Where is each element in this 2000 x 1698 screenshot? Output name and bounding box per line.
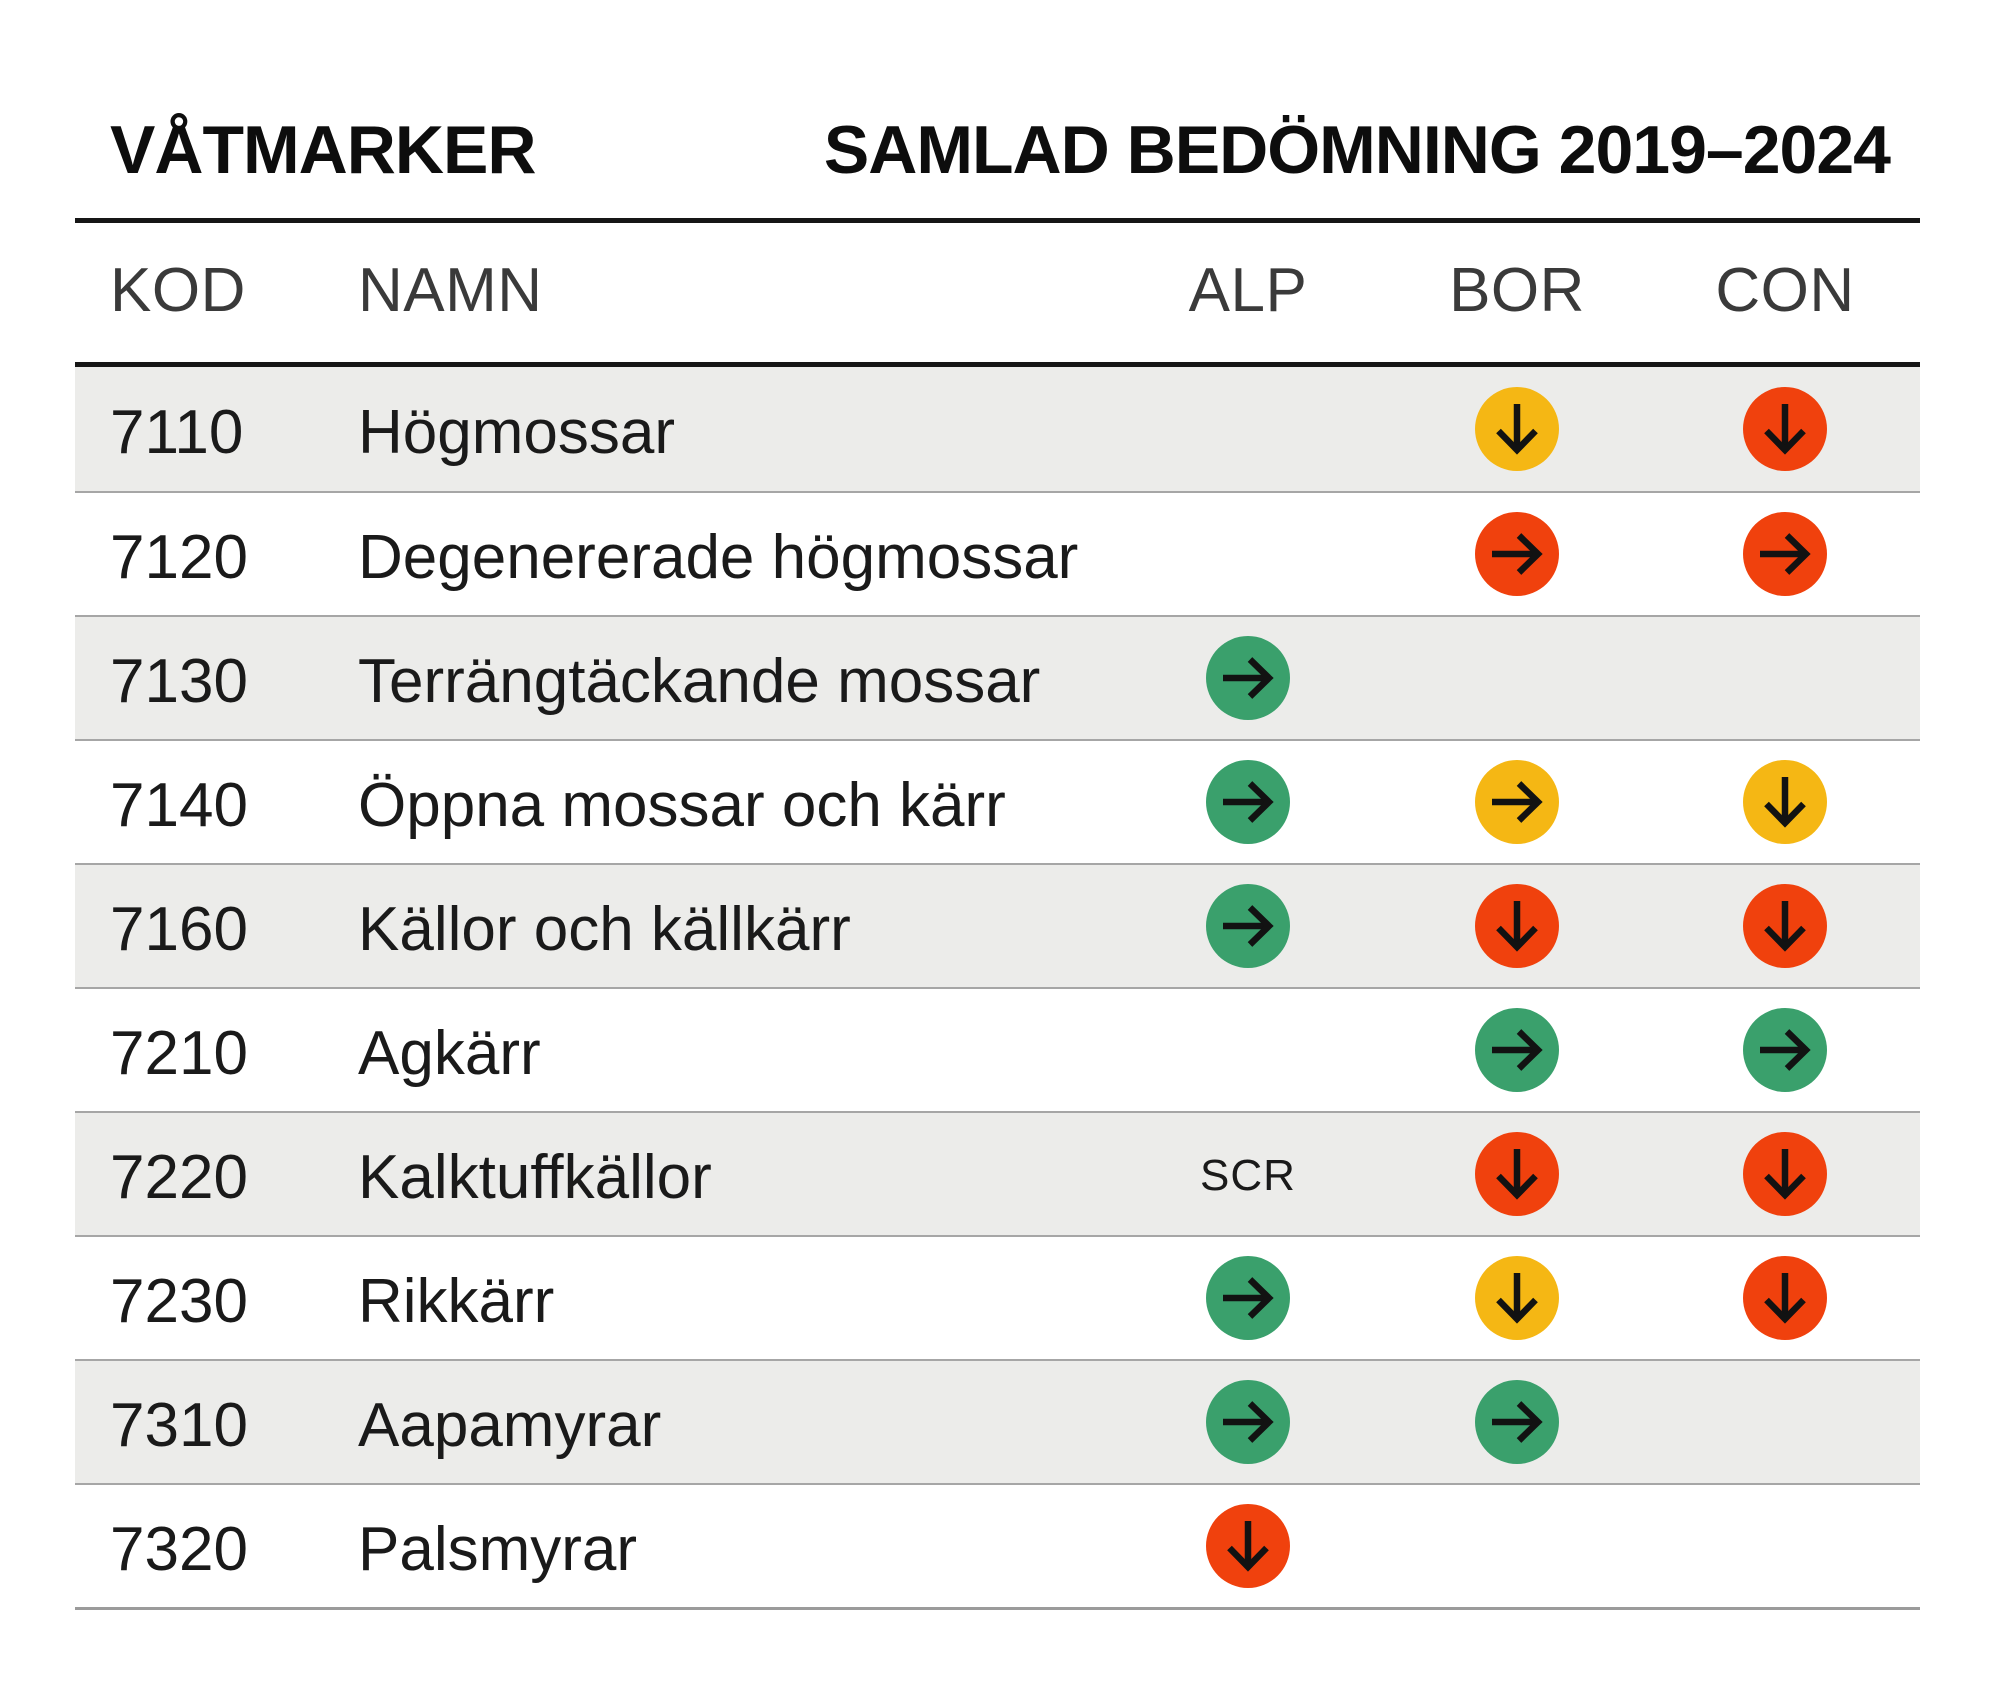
table-column-headers: KOD NAMN ALP BOR CON [75,260,1920,322]
status-cell-con [1650,1361,1920,1483]
trend-right-arrow-red-icon [1475,512,1559,596]
trend-right-arrow-red-icon [1743,512,1827,596]
trend-right-arrow-yellow-icon [1475,760,1559,844]
habitat-name: Palsmyrar [358,1514,638,1584]
status-cell-con [1650,865,1920,987]
table-row-7110: 7110 Högmossar [75,367,1920,491]
status-cell-con [1650,617,1920,739]
trend-down-arrow-red-icon [1743,1132,1827,1216]
top-rule-divider [75,218,1920,223]
status-cell-con [1650,1237,1920,1359]
column-header-namn: NAMN [358,256,543,325]
table-body: 7110 Högmossar 7120 Degenererade högmossar 7… [75,367,1920,1607]
status-cell-bor [1384,1361,1650,1483]
status-cell-bor [1384,367,1650,491]
habitat-code: 7130 [110,646,248,716]
habitat-name: Öppna mossar och kärr [358,770,1006,840]
status-cell-bor [1384,617,1650,739]
column-header-con: CON [1715,256,1855,325]
habitat-code: 7140 [110,770,248,840]
status-cell-bor [1384,1113,1650,1235]
assessment-table-figure: VÅTMARKER SAMLAD BEDÖMNING 2019–2024 KOD… [75,0,1920,1610]
assessment-period-title: SAMLAD BEDÖMNING 2019–2024 [823,112,1891,188]
status-cell-alp [1112,1237,1384,1359]
status-cell-bor [1384,989,1650,1111]
status-cell-bor [1384,1485,1650,1607]
trend-down-arrow-yellow-icon [1475,387,1559,471]
table-row-7220: 7220 Kalktuffkällor SCR [75,1111,1920,1235]
status-cell-alp: SCR [1112,1113,1384,1235]
column-header-bor: BOR [1449,256,1585,325]
trend-down-arrow-red-icon [1475,884,1559,968]
page-title: VÅTMARKER [110,112,536,188]
trend-right-arrow-green-icon [1743,1008,1827,1092]
table-row-7320: 7320 Palsmyrar [75,1483,1920,1607]
status-cell-alp [1112,1361,1384,1483]
status-cell-bor [1384,1237,1650,1359]
status-cell-bor [1384,493,1650,615]
trend-down-arrow-red-icon [1743,1256,1827,1340]
column-header-kod: KOD [110,256,246,325]
habitat-code: 7110 [110,397,244,467]
status-text-label: SCR [1200,1151,1296,1200]
habitat-name: Degenererade högmossar [358,522,1079,592]
habitat-code: 7320 [110,1514,248,1584]
trend-down-arrow-red-icon [1475,1132,1559,1216]
status-cell-alp [1112,741,1384,863]
status-cell-con [1650,1485,1920,1607]
status-cell-alp [1112,865,1384,987]
habitat-name: Agkärr [358,1018,541,1088]
trend-right-arrow-green-icon [1206,1380,1290,1464]
bottom-rule-divider [75,1607,1920,1610]
trend-down-arrow-red-icon [1743,884,1827,968]
habitat-code: 7160 [110,894,248,964]
header-rule-divider [75,362,1920,367]
habitat-name: Högmossar [358,397,675,467]
table-row-7310: 7310 Aapamyrar [75,1359,1920,1483]
status-cell-con [1650,741,1920,863]
status-cell-con [1650,367,1920,491]
table-row-7160: 7160 Källor och källkärr [75,863,1920,987]
status-cell-con [1650,1113,1920,1235]
trend-down-arrow-yellow-icon [1475,1256,1559,1340]
habitat-code: 7120 [110,522,248,592]
column-header-alp: ALP [1188,256,1308,325]
status-cell-alp [1112,367,1384,491]
habitat-code: 7210 [110,1018,248,1088]
status-cell-alp [1112,989,1384,1111]
trend-down-arrow-red-icon [1206,1504,1290,1588]
figure-header: VÅTMARKER SAMLAD BEDÖMNING 2019–2024 [75,0,1920,184]
table-row-7210: 7210 Agkärr [75,987,1920,1111]
habitat-code: 7220 [110,1142,248,1212]
trend-down-arrow-red-icon [1743,387,1827,471]
habitat-name: Aapamyrar [358,1390,662,1460]
status-cell-alp [1112,493,1384,615]
status-cell-alp [1112,1485,1384,1607]
habitat-code: 7310 [110,1390,248,1460]
table-row-7230: 7230 Rikkärr [75,1235,1920,1359]
habitat-name: Rikkärr [358,1266,555,1336]
table-row-7120: 7120 Degenererade högmossar [75,491,1920,615]
table-row-7140: 7140 Öppna mossar och kärr [75,739,1920,863]
trend-right-arrow-green-icon [1475,1008,1559,1092]
trend-right-arrow-green-icon [1475,1380,1559,1464]
trend-right-arrow-green-icon [1206,760,1290,844]
status-cell-alp [1112,617,1384,739]
habitat-name: Källor och källkärr [358,894,851,964]
status-cell-con [1650,493,1920,615]
trend-down-arrow-yellow-icon [1743,760,1827,844]
habitat-name: Kalktuffkällor [358,1142,712,1212]
status-cell-con [1650,989,1920,1111]
habitat-name: Terrängtäckande mossar [358,646,1041,716]
table-row-7130: 7130 Terrängtäckande mossar [75,615,1920,739]
trend-right-arrow-green-icon [1206,1256,1290,1340]
status-cell-bor [1384,741,1650,863]
habitat-code: 7230 [110,1266,248,1336]
status-cell-bor [1384,865,1650,987]
trend-right-arrow-green-icon [1206,884,1290,968]
trend-right-arrow-green-icon [1206,636,1290,720]
